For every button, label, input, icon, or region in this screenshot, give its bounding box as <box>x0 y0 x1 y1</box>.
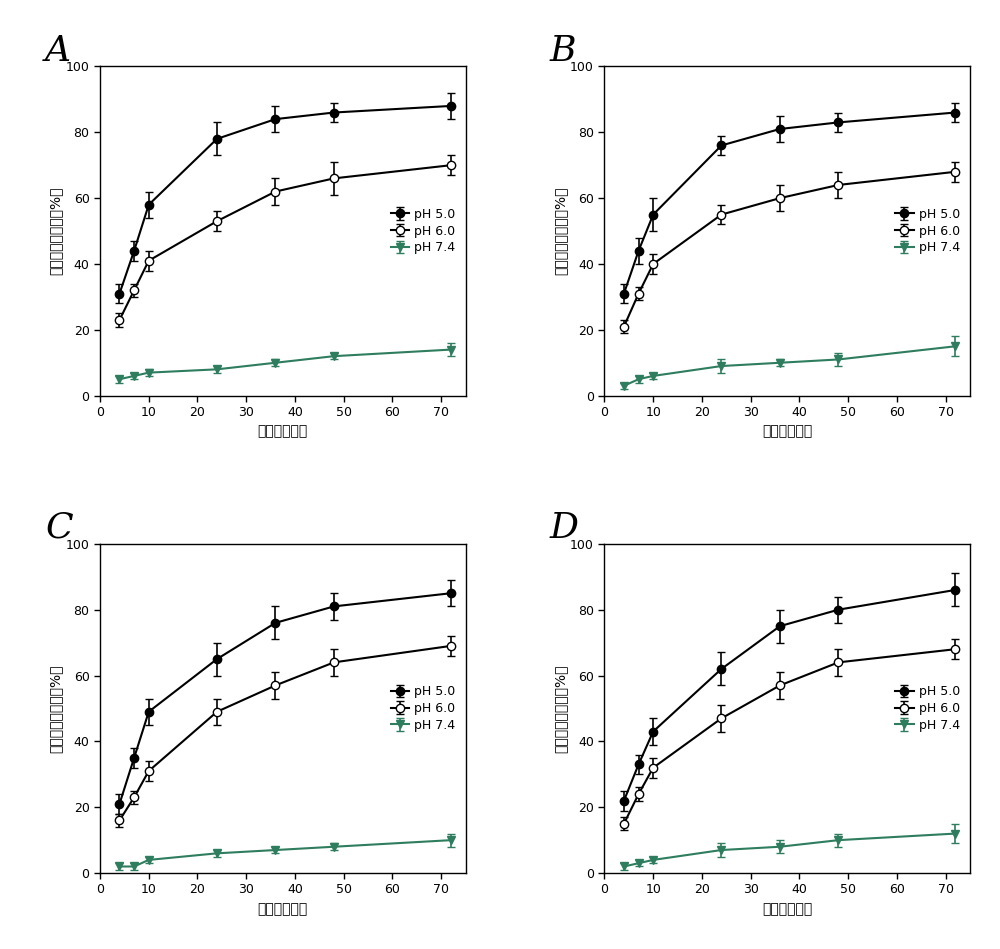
Text: D: D <box>550 511 579 545</box>
Y-axis label: 抗原累积释放量（%）: 抗原累积释放量（%） <box>553 664 567 753</box>
Text: A: A <box>45 33 71 67</box>
X-axis label: 时间（小时）: 时间（小时） <box>762 902 812 916</box>
Y-axis label: 抗原累积释放量（%）: 抗原累积释放量（%） <box>553 187 567 275</box>
Legend: pH 5.0, pH 6.0, pH 7.4: pH 5.0, pH 6.0, pH 7.4 <box>891 681 964 735</box>
X-axis label: 时间（小时）: 时间（小时） <box>762 424 812 438</box>
Legend: pH 5.0, pH 6.0, pH 7.4: pH 5.0, pH 6.0, pH 7.4 <box>387 204 459 258</box>
Y-axis label: 抗原累积释放量（%）: 抗原累积释放量（%） <box>49 664 63 753</box>
Legend: pH 5.0, pH 6.0, pH 7.4: pH 5.0, pH 6.0, pH 7.4 <box>387 681 459 735</box>
Legend: pH 5.0, pH 6.0, pH 7.4: pH 5.0, pH 6.0, pH 7.4 <box>891 204 964 258</box>
Text: C: C <box>45 511 73 545</box>
Text: B: B <box>550 33 576 67</box>
X-axis label: 时间（小时）: 时间（小时） <box>258 424 308 438</box>
X-axis label: 时间（小时）: 时间（小时） <box>258 902 308 916</box>
Y-axis label: 抗原累积释放量（%）: 抗原累积释放量（%） <box>49 187 63 275</box>
